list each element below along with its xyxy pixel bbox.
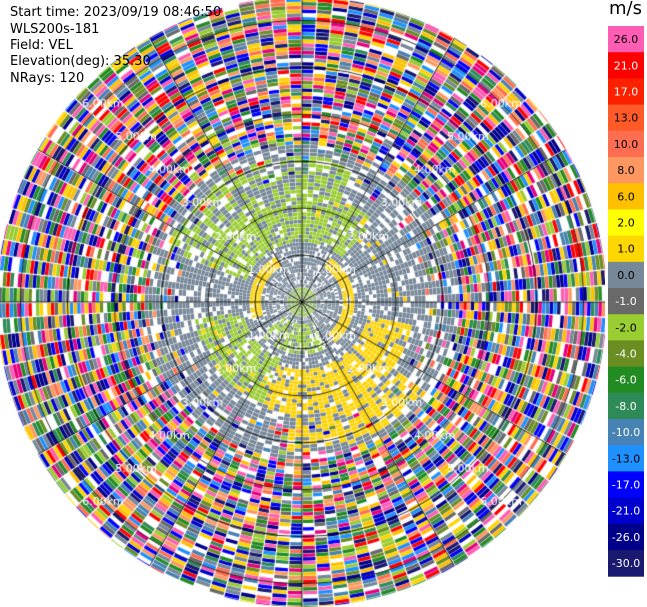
colorbar-tick-label: 8.0 [617, 164, 635, 177]
colorbar-tick-label: 13.0 [614, 112, 639, 125]
colorbar-swatch [608, 445, 644, 472]
colorbar-swatch [608, 392, 644, 420]
colorbar-swatch [608, 157, 644, 184]
colorbar-tick-label: 1.0 [617, 243, 635, 256]
colorbar-unit-label: m/s [609, 0, 642, 19]
colorbar-tick-label: -21.0 [612, 505, 640, 518]
colorbar-swatch [608, 340, 644, 368]
colorbar-swatch [608, 183, 644, 210]
velocity-colorbar: 26.0 21.0 17.0 13.0 10.0 8.0 6.0 2.0 1.0 0.0 -1.0 -… [608, 26, 644, 577]
colorbar-swatch [608, 261, 644, 289]
colorbar-swatch [608, 419, 644, 446]
colorbar-tick-label: 0.0 [617, 269, 635, 282]
start-time-label: Start time: 2023/09/19 08:46:50 [10, 5, 222, 20]
colorbar-swatch [608, 52, 644, 79]
colorbar-swatch [608, 26, 644, 53]
colorbar-swatch [608, 366, 644, 394]
station-label: WLS200s-181 [10, 22, 100, 37]
colorbar-tick-label: -17.0 [612, 479, 640, 492]
colorbar-tick-label: -6.0 [615, 374, 636, 387]
colorbar-tick-label: -1.0 [615, 295, 636, 308]
colorbar-tick-label: 6.0 [617, 190, 635, 203]
nrays-label: NRays: 120 [10, 71, 85, 86]
colorbar-tick-label: -26.0 [612, 531, 640, 544]
colorbar-tick-label: 26.0 [614, 33, 639, 46]
colorbar-tick-label: 17.0 [614, 86, 639, 99]
colorbar-tick-label: -13.0 [612, 452, 640, 465]
colorbar-tick-label: -4.0 [615, 348, 636, 361]
ppi-velocity-plot [0, 0, 605, 607]
colorbar-tick-label: -30.0 [612, 557, 640, 570]
colorbar-swatch [608, 288, 644, 315]
colorbar-swatch [608, 471, 644, 499]
colorbar-swatch [608, 497, 644, 525]
colorbar-swatch [608, 550, 644, 577]
colorbar-swatch [608, 130, 644, 158]
colorbar-tick-label: -2.0 [615, 321, 636, 334]
colorbar-tick-label: 2.0 [617, 217, 635, 230]
colorbar-swatch [608, 78, 644, 106]
colorbar-swatch [608, 314, 644, 341]
colorbar-tick-label: 10.0 [614, 138, 639, 151]
colorbar-tick-label: 21.0 [614, 59, 639, 72]
field-label: Field: VEL [10, 38, 73, 53]
colorbar-swatch [608, 523, 644, 551]
colorbar-tick-label: -10.0 [612, 426, 640, 439]
colorbar-swatch [608, 235, 644, 263]
colorbar-tick-label: -8.0 [615, 400, 636, 413]
elevation-label: Elevation(deg): 35.30 [10, 54, 151, 69]
colorbar-swatch [608, 209, 644, 237]
colorbar-swatch [608, 104, 644, 132]
